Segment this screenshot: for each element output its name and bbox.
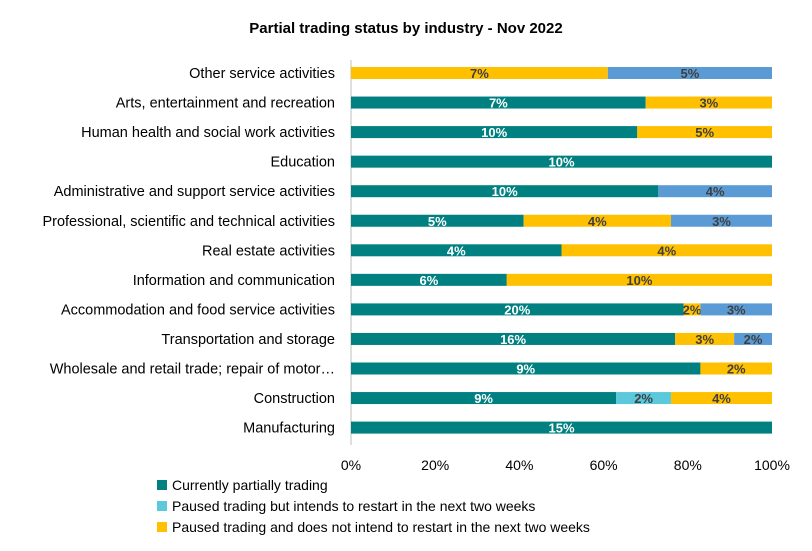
x-tick-label: 80% — [674, 457, 702, 473]
data-label: 20% — [504, 302, 530, 317]
data-label: 4% — [447, 243, 466, 258]
bar-segment — [658, 185, 772, 198]
data-label: 2% — [683, 302, 702, 317]
data-label: 15% — [548, 421, 574, 436]
data-label: 10% — [481, 125, 507, 140]
bar-segment — [351, 67, 608, 79]
bar-segment — [351, 244, 562, 257]
category-label: Human health and social work activities — [81, 125, 335, 141]
bar-segment — [675, 332, 735, 345]
bar-segment — [506, 273, 772, 286]
data-label: 5% — [428, 214, 447, 229]
data-label: 4% — [657, 243, 676, 258]
category-label: Real estate activities — [202, 243, 335, 259]
bar-segment — [607, 67, 772, 79]
legend-item-currently-partially-trading: Currently partially trading — [157, 474, 590, 495]
bar-segment — [670, 214, 772, 227]
bar-segment — [616, 392, 671, 405]
bar-segment — [351, 392, 617, 405]
bar-segment — [523, 214, 671, 227]
bar-segment — [351, 273, 507, 286]
legend-item-paused-restart: Paused trading but intends to restart in… — [157, 495, 590, 516]
category-label: Administrative and support service activ… — [54, 184, 335, 200]
data-label: 10% — [626, 273, 652, 288]
legend: Currently partially trading Paused tradi… — [157, 474, 590, 537]
category-label: Professional, scientific and technical a… — [42, 214, 335, 230]
legend-label: Paused trading but intends to restart in… — [172, 497, 536, 514]
data-label: 4% — [706, 184, 725, 199]
data-label: 2% — [727, 362, 746, 377]
data-label: 10% — [492, 184, 518, 199]
data-label: 10% — [548, 155, 574, 170]
bar-segment — [351, 126, 638, 139]
bar-segment — [351, 214, 524, 227]
bar-segment — [351, 96, 646, 109]
legend-swatch — [157, 479, 167, 490]
bar-segment — [645, 96, 772, 109]
chart-title: Partial trading status by industry - Nov… — [249, 20, 563, 37]
data-label: 3% — [727, 302, 746, 317]
bar-segment — [670, 392, 772, 405]
bar-segment — [700, 303, 772, 316]
bar-segment — [683, 303, 701, 316]
x-tick-label: 60% — [590, 457, 618, 473]
bar-segment — [734, 332, 772, 345]
category-label: Arts, entertainment and recreation — [116, 96, 335, 112]
data-label: 5% — [695, 125, 714, 140]
category-label: Education — [271, 155, 336, 171]
data-label: 9% — [516, 362, 535, 377]
legend-swatch — [157, 521, 167, 532]
x-tick-label: 0% — [341, 457, 361, 473]
bar-segment — [637, 126, 772, 139]
legend-label: Currently partially trading — [172, 476, 328, 493]
bar-segment — [351, 185, 659, 198]
legend-swatch — [157, 500, 167, 511]
data-label: 5% — [681, 66, 700, 81]
category-label: Other service activities — [189, 66, 335, 82]
data-label: 9% — [474, 391, 493, 406]
data-label: 7% — [489, 96, 508, 111]
data-label: 3% — [712, 214, 731, 229]
data-label: 16% — [500, 332, 526, 347]
data-label: 4% — [588, 214, 607, 229]
x-tick-label: 20% — [421, 457, 449, 473]
bar-segment — [351, 303, 684, 316]
bar-segment — [351, 362, 701, 375]
data-label: 4% — [712, 391, 731, 406]
category-label: Manufacturing — [243, 421, 335, 437]
data-label: 3% — [695, 332, 714, 347]
bar-segment — [351, 421, 772, 434]
data-label: 2% — [634, 391, 653, 406]
x-tick-label: 100% — [754, 457, 790, 473]
category-label: Accommodation and food service activitie… — [61, 302, 335, 318]
bar-segment — [351, 155, 772, 168]
category-label: Transportation and storage — [161, 332, 335, 348]
x-tick-label: 40% — [505, 457, 533, 473]
data-label: 7% — [470, 66, 489, 81]
bar-segment — [351, 332, 676, 345]
category-label: Construction — [254, 391, 335, 407]
category-label: Wholesale and retail trade; repair of mo… — [50, 362, 335, 378]
data-label: 3% — [699, 96, 718, 111]
legend-item-paused-no-restart: Paused trading and does not intend to re… — [157, 516, 590, 537]
bar-segment — [700, 362, 772, 375]
data-label: 6% — [419, 273, 438, 288]
legend-label: Paused trading and does not intend to re… — [172, 518, 590, 535]
category-label: Information and communication — [133, 273, 335, 289]
bar-segment — [561, 244, 772, 257]
data-label: 2% — [744, 332, 763, 347]
